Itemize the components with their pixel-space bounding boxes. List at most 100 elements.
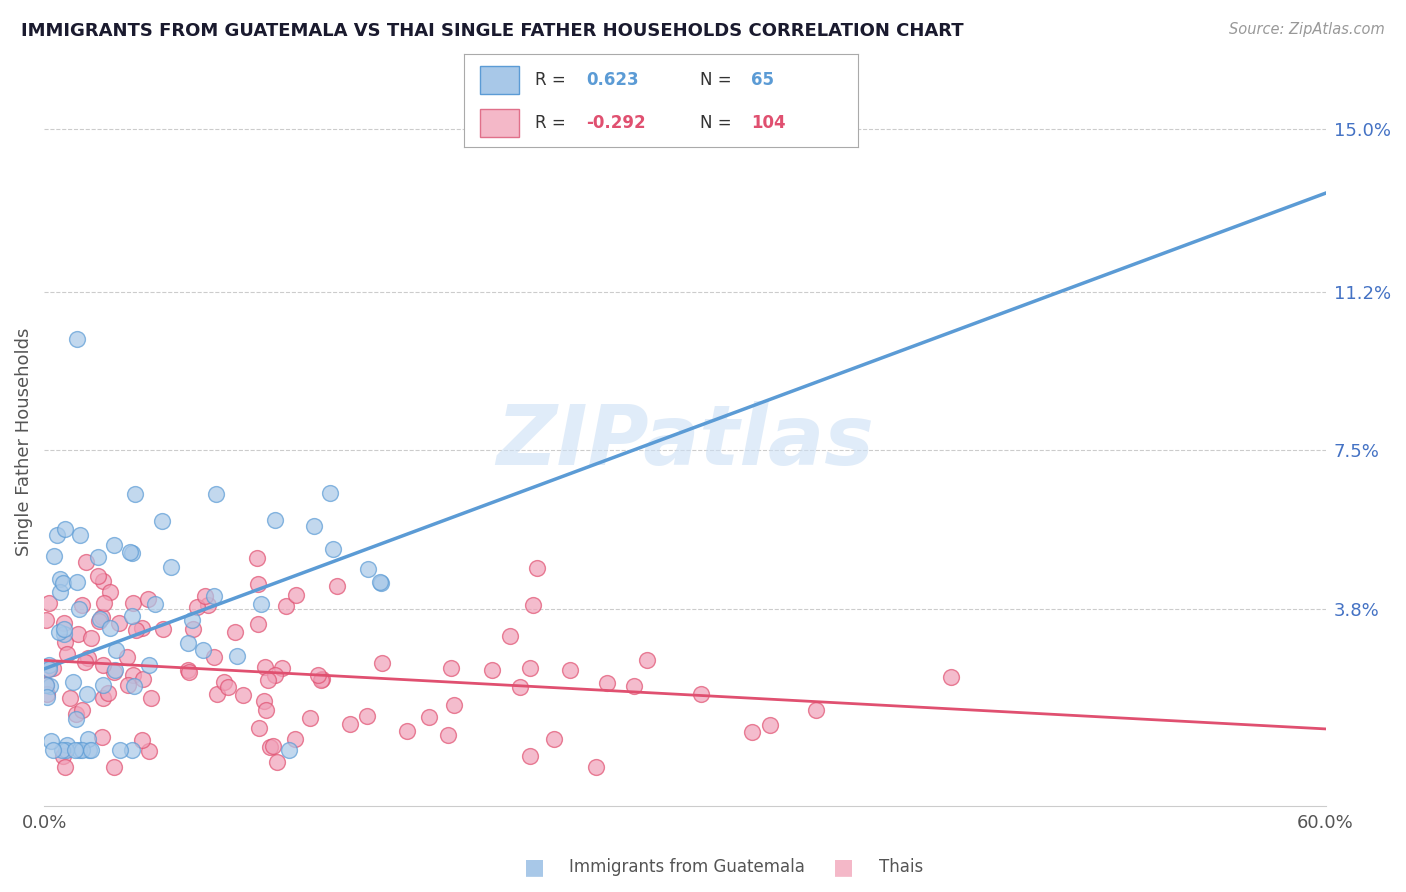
Point [636, 653, 658, 667]
Point [284, 588, 307, 602]
Point [107, 616, 129, 631]
Text: 0.623: 0.623 [586, 70, 638, 88]
Point [52, 576, 75, 591]
Point [481, 663, 503, 677]
Text: N =: N = [700, 114, 737, 132]
Point [66, 627, 89, 641]
Text: Source: ZipAtlas.com: Source: ZipAtlas.com [1229, 22, 1385, 37]
Point [247, 576, 270, 591]
Point [254, 659, 277, 673]
Point [299, 711, 322, 725]
Text: R =: R = [534, 70, 571, 88]
Point [623, 680, 645, 694]
Point [70, 599, 93, 613]
Point [249, 597, 271, 611]
Point [246, 550, 269, 565]
Point [509, 680, 531, 694]
Point [67, 601, 90, 615]
Point [274, 599, 297, 613]
Point [73, 655, 96, 669]
FancyBboxPatch shape [479, 65, 519, 94]
Point [519, 660, 541, 674]
Point [51, 743, 73, 757]
Point [254, 703, 277, 717]
Point [91, 690, 114, 705]
Point [437, 728, 460, 742]
Point [356, 708, 378, 723]
Point [262, 739, 284, 753]
Point [91, 610, 114, 624]
Point [38, 596, 60, 610]
Text: Thais: Thais [879, 858, 922, 876]
Point [139, 690, 162, 705]
Point [204, 487, 226, 501]
Point [37, 690, 59, 704]
Point [339, 717, 361, 731]
Point [177, 665, 200, 680]
Point [368, 574, 391, 589]
Point [263, 668, 285, 682]
Point [311, 672, 333, 686]
Point [202, 650, 225, 665]
Point [224, 625, 246, 640]
Point [70, 743, 93, 757]
Point [37, 687, 59, 701]
Point [65, 707, 87, 722]
Point [138, 744, 160, 758]
Point [690, 687, 713, 701]
Point [226, 648, 249, 663]
Point [560, 663, 582, 677]
Point [596, 676, 619, 690]
Point [67, 743, 90, 757]
Point [104, 642, 127, 657]
Point [70, 703, 93, 717]
Text: Immigrants from Guatemala: Immigrants from Guatemala [569, 858, 806, 876]
Point [104, 663, 127, 677]
Point [77, 650, 100, 665]
Text: 65: 65 [751, 70, 775, 88]
Point [122, 679, 145, 693]
Point [66, 332, 89, 346]
Point [35, 613, 58, 627]
Point [117, 678, 139, 692]
Point [121, 609, 143, 624]
Point [76, 687, 98, 701]
Point [91, 574, 114, 588]
Point [87, 569, 110, 583]
Point [263, 513, 285, 527]
Point [108, 743, 131, 757]
Point [79, 631, 101, 645]
Point [939, 669, 962, 683]
Point [741, 725, 763, 739]
Point [181, 622, 204, 636]
Point [138, 657, 160, 672]
Point [38, 658, 60, 673]
Point [87, 549, 110, 564]
Point [38, 662, 60, 676]
Point [42, 549, 65, 563]
Point [120, 544, 142, 558]
Point [66, 574, 89, 589]
Point [326, 578, 349, 592]
Point [247, 721, 270, 735]
Point [443, 698, 465, 713]
Point [759, 718, 782, 732]
Point [56, 647, 79, 661]
Text: 104: 104 [751, 114, 786, 132]
Point [309, 673, 332, 688]
Point [37, 662, 59, 676]
Point [91, 678, 114, 692]
Point [91, 731, 114, 745]
Point [205, 687, 228, 701]
Point [418, 710, 440, 724]
Point [319, 485, 342, 500]
Point [39, 734, 62, 748]
Point [284, 732, 307, 747]
Point [302, 519, 325, 533]
Point [124, 487, 146, 501]
Point [62, 675, 84, 690]
Point [271, 660, 294, 674]
Point [48, 624, 70, 639]
Text: -0.292: -0.292 [586, 114, 645, 132]
Point [97, 686, 120, 700]
